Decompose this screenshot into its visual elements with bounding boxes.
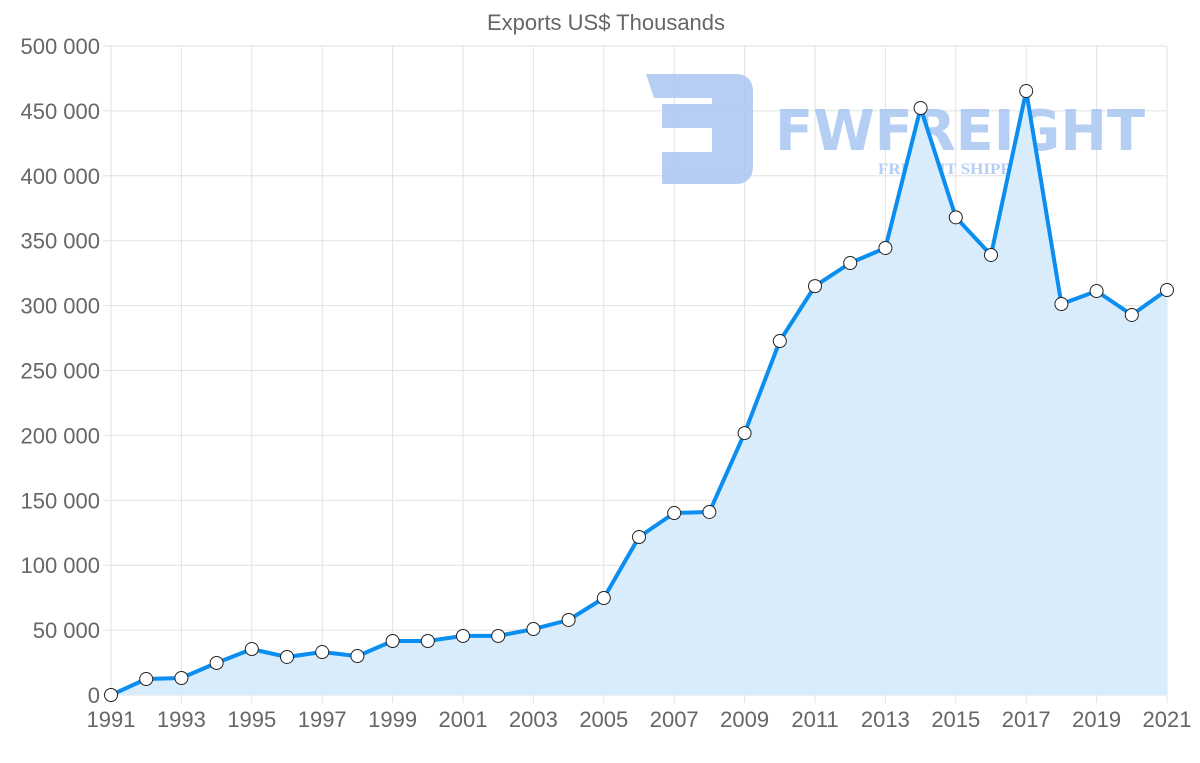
x-tick-label: 2001 — [439, 707, 488, 732]
series-area-fill — [111, 91, 1167, 695]
data-point-1995[interactable] — [244, 642, 259, 657]
data-point-2018[interactable] — [1054, 297, 1069, 312]
data-point-1998[interactable] — [350, 649, 365, 664]
series-area — [110, 89, 1169, 697]
data-point-1997[interactable] — [315, 645, 330, 660]
x-tick-label: 2015 — [931, 707, 980, 732]
data-point-2006[interactable] — [632, 530, 646, 545]
y-tick-label: 100 000 — [20, 553, 100, 578]
y-tick-label: 500 000 — [20, 34, 100, 59]
chart-title: Exports US$ Thousands — [487, 10, 725, 35]
y-tick-label: 50 000 — [33, 618, 100, 643]
x-tick-label: 2017 — [1002, 707, 1051, 732]
y-tick-label: 200 000 — [20, 423, 100, 448]
y-axis-ticks: 0 50 000 100 000 150 000 200 000 250 000 300 0… — [20, 34, 100, 708]
x-tick-label: 2019 — [1072, 707, 1121, 732]
y-tick-label: 250 000 — [20, 359, 100, 384]
data-point-2012[interactable] — [843, 256, 858, 271]
data-point-2016[interactable] — [984, 247, 998, 262]
y-tick-label: 350 000 — [20, 229, 100, 254]
x-tick-label: 2007 — [650, 707, 699, 732]
y-tick-label: 400 000 — [20, 164, 100, 189]
data-point-1991[interactable] — [104, 688, 118, 702]
fwfreight-watermark-logo: FWFREIGHT FREIGHT SHIPPING — [646, 74, 1145, 184]
y-tick-label: 450 000 — [20, 99, 100, 124]
data-point-2019[interactable] — [1089, 284, 1104, 299]
data-point-1999[interactable] — [385, 634, 400, 649]
watermark-brand: FWFREIGHT — [775, 99, 1145, 164]
data-point-2001[interactable] — [456, 628, 470, 643]
data-point-1994[interactable] — [209, 655, 224, 670]
data-point-2010[interactable] — [772, 334, 787, 349]
x-tick-label: 2011 — [791, 707, 838, 732]
y-tick-label: 0 — [88, 683, 100, 708]
data-point-1992[interactable] — [139, 672, 154, 687]
x-tick-label: 2003 — [509, 707, 558, 732]
data-point-2020[interactable] — [1124, 307, 1139, 322]
x-tick-label: 1993 — [157, 707, 206, 732]
y-tick-label: 300 000 — [20, 294, 100, 319]
x-tick-label: 2005 — [579, 707, 628, 732]
data-point-1996[interactable] — [280, 649, 294, 664]
series-points — [104, 84, 1174, 702]
x-tick-label: 2013 — [861, 707, 910, 732]
x-tick-label: 2009 — [720, 707, 769, 732]
x-axis-ticks: 1991 1993 1995 1997 1999 2001 2003 2005 2007 2009… — [87, 707, 1192, 732]
data-point-1993[interactable] — [174, 670, 189, 685]
data-point-2013[interactable] — [878, 240, 893, 255]
data-point-2002[interactable] — [491, 628, 506, 643]
x-tick-label: 1995 — [227, 707, 276, 732]
data-point-2003[interactable] — [526, 622, 541, 637]
data-point-2011[interactable] — [808, 279, 822, 294]
x-tick-label: 1999 — [368, 707, 417, 732]
data-point-2004[interactable] — [561, 612, 576, 627]
data-point-2007[interactable] — [667, 506, 682, 521]
data-point-2005[interactable] — [596, 591, 611, 606]
y-tick-label: 150 000 — [20, 488, 100, 513]
x-tick-label: 2021 — [1143, 707, 1192, 732]
x-tick-label: 1991 — [87, 707, 136, 732]
data-point-2014[interactable] — [913, 101, 928, 116]
data-point-2015[interactable] — [948, 210, 963, 225]
data-point-2000[interactable] — [420, 634, 435, 649]
data-point-2021[interactable] — [1160, 283, 1174, 298]
data-point-2009[interactable] — [737, 426, 752, 441]
data-point-2017[interactable] — [1019, 84, 1034, 99]
data-point-2008[interactable] — [702, 504, 717, 519]
x-tick-label: 1997 — [298, 707, 347, 732]
logo-mark-icon — [646, 74, 753, 184]
